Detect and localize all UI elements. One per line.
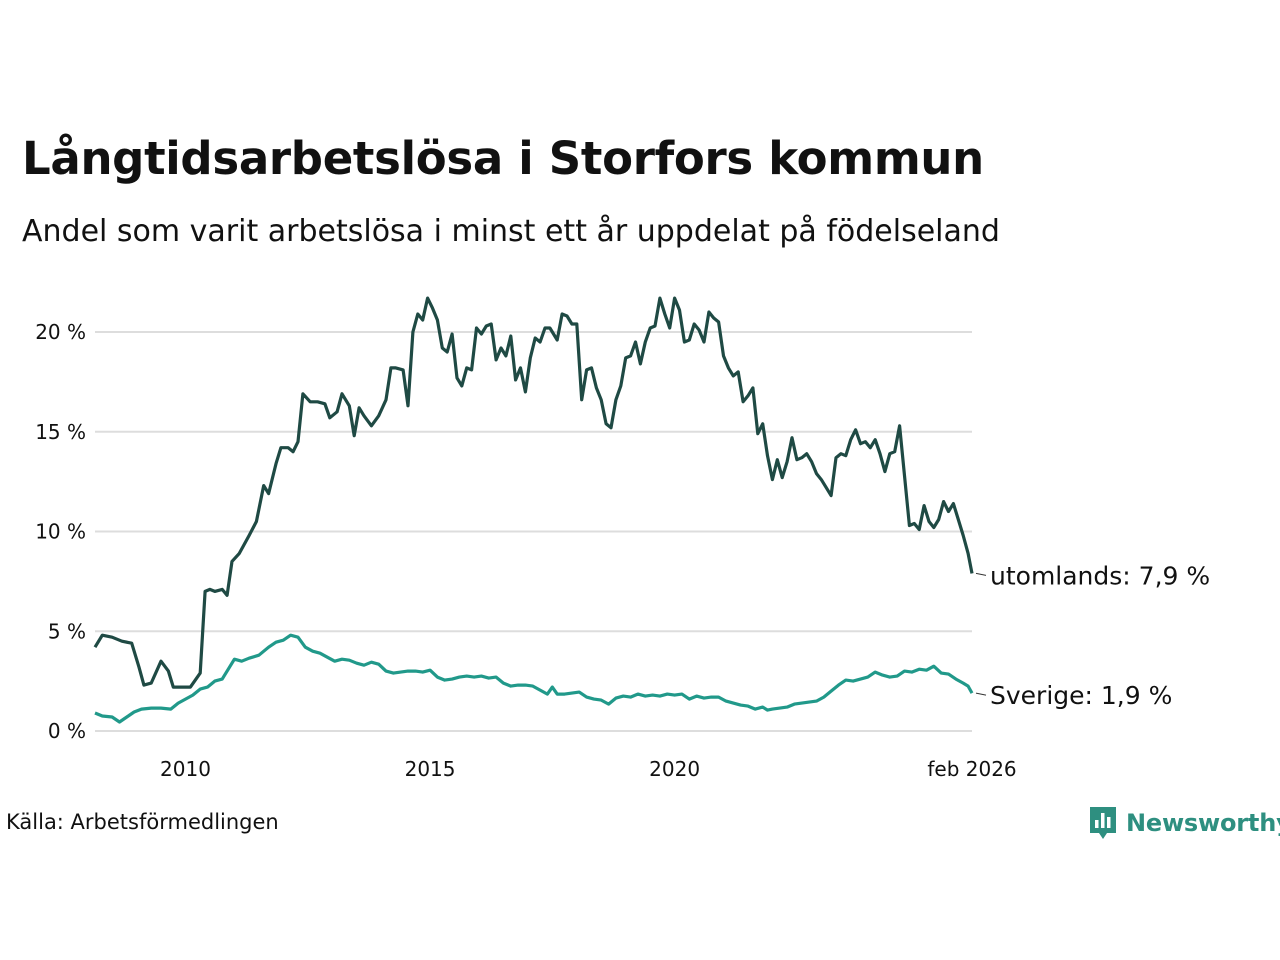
x-tick-label: 2010 — [160, 757, 211, 781]
y-tick-label: 5 % — [48, 619, 86, 643]
y-tick-label: 10 % — [35, 520, 86, 544]
chart-title: Långtidsarbetslösa i Storfors kommun — [22, 132, 984, 185]
x-tick-label: 2015 — [405, 757, 456, 781]
end-label-sverige: Sverige: 1,9 % — [990, 681, 1172, 710]
y-axis-tick-labels: 0 % 5 % 10 % 15 % 20 % — [35, 320, 86, 743]
newsworthy-logo: Newsworthy — [1088, 803, 1280, 843]
y-tick-label: 20 % — [35, 320, 86, 344]
series-lines — [93, 296, 974, 724]
chart-subtitle: Andel som varit arbetslösa i minst ett å… — [22, 214, 1000, 249]
x-axis-tick-labels: 2010 2015 2020 feb 2026 — [160, 757, 1017, 781]
gridlines — [95, 331, 972, 732]
y-tick-label: 0 % — [48, 719, 86, 743]
end-label-utomlands: utomlands: 7,9 % — [990, 561, 1210, 590]
x-tick-label: 2020 — [649, 757, 700, 781]
newsworthy-logo-icon — [1090, 807, 1116, 839]
end-label-connector-utomlands — [975, 572, 987, 576]
end-label-connector-sverige — [975, 692, 987, 696]
series-line-utomlands — [93, 296, 974, 689]
newsworthy-wordmark: Newsworthy — [1126, 809, 1280, 837]
series-end-labels: utomlands: 7,9 % Sverige: 1,9 % — [975, 561, 1210, 710]
series-line-sverige — [94, 633, 974, 724]
x-tick-label: feb 2026 — [927, 757, 1016, 781]
y-tick-label: 15 % — [35, 420, 86, 444]
source-note: Källa: Arbetsförmedlingen — [6, 810, 279, 834]
